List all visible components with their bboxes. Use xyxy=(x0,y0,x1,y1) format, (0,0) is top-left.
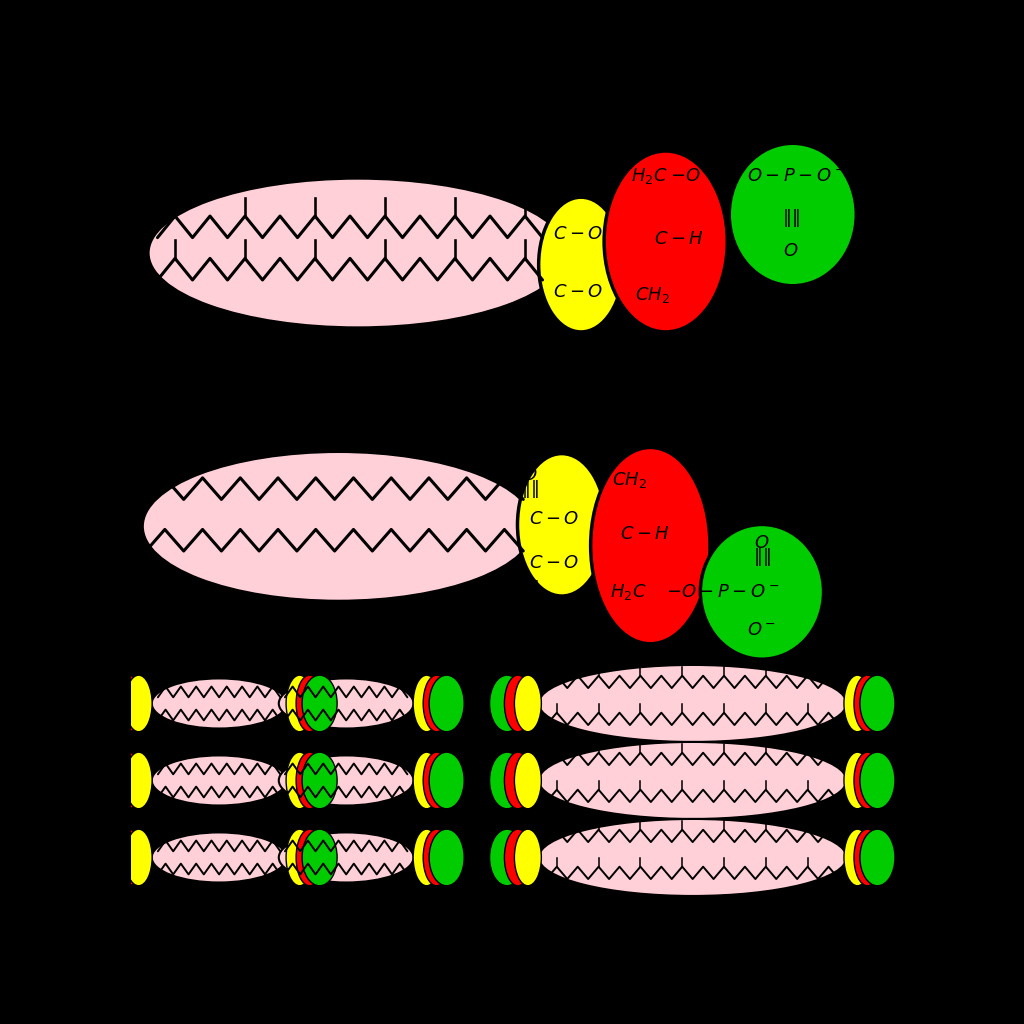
Ellipse shape xyxy=(302,675,337,732)
Ellipse shape xyxy=(125,829,153,886)
Ellipse shape xyxy=(296,829,323,886)
Text: $-O$: $-O$ xyxy=(670,167,700,185)
Ellipse shape xyxy=(429,829,464,886)
Ellipse shape xyxy=(296,753,323,809)
Ellipse shape xyxy=(147,178,567,328)
Ellipse shape xyxy=(700,524,823,659)
Text: $\|\|$: $\|\|$ xyxy=(520,478,539,501)
Ellipse shape xyxy=(152,679,287,728)
Text: $\|\|$: $\|\|$ xyxy=(753,546,771,568)
Text: $O^-$: $O^-$ xyxy=(776,128,806,146)
Ellipse shape xyxy=(539,742,847,819)
Text: $O$: $O$ xyxy=(783,242,799,260)
Ellipse shape xyxy=(413,753,440,809)
Ellipse shape xyxy=(539,665,847,742)
Text: $\|\|$: $\|\|$ xyxy=(782,207,800,229)
Ellipse shape xyxy=(125,675,153,732)
Text: $C-O$: $C-O$ xyxy=(529,554,580,571)
Ellipse shape xyxy=(844,675,871,732)
Ellipse shape xyxy=(539,198,624,332)
Ellipse shape xyxy=(286,829,313,886)
Text: $CH_2$: $CH_2$ xyxy=(611,470,647,490)
Text: $O^-$: $O^-$ xyxy=(748,622,776,639)
Ellipse shape xyxy=(115,829,142,886)
Ellipse shape xyxy=(844,829,871,886)
Ellipse shape xyxy=(505,675,531,732)
Text: $C-O$: $C-O$ xyxy=(529,510,580,527)
Ellipse shape xyxy=(142,452,535,601)
Text: $H_2C$: $H_2C$ xyxy=(631,166,668,186)
Ellipse shape xyxy=(514,753,542,809)
Text: $C-O$: $C-O$ xyxy=(553,224,603,243)
Ellipse shape xyxy=(423,675,451,732)
Ellipse shape xyxy=(302,753,337,809)
Ellipse shape xyxy=(489,753,524,809)
Ellipse shape xyxy=(152,833,287,883)
Text: $O$: $O$ xyxy=(521,594,538,612)
Ellipse shape xyxy=(286,675,313,732)
Ellipse shape xyxy=(539,819,847,896)
Text: $C-H$: $C-H$ xyxy=(620,525,670,543)
Ellipse shape xyxy=(505,753,531,809)
Ellipse shape xyxy=(100,829,135,886)
Ellipse shape xyxy=(286,753,313,809)
Ellipse shape xyxy=(729,143,856,286)
Ellipse shape xyxy=(854,675,881,732)
Ellipse shape xyxy=(429,675,464,732)
Ellipse shape xyxy=(844,753,871,809)
Ellipse shape xyxy=(100,675,135,732)
Ellipse shape xyxy=(279,833,414,883)
Text: $C-O$: $C-O$ xyxy=(553,283,603,300)
Ellipse shape xyxy=(296,675,323,732)
Text: $O-P-O^-$: $O-P-O^-$ xyxy=(746,167,845,185)
Ellipse shape xyxy=(860,829,895,886)
Ellipse shape xyxy=(279,756,414,806)
Ellipse shape xyxy=(489,675,524,732)
Ellipse shape xyxy=(604,151,727,332)
Ellipse shape xyxy=(423,829,451,886)
Ellipse shape xyxy=(413,829,440,886)
Ellipse shape xyxy=(115,675,142,732)
Ellipse shape xyxy=(854,753,881,809)
Ellipse shape xyxy=(429,753,464,809)
Text: $H_2C$: $H_2C$ xyxy=(609,582,646,602)
Text: $\|\|$: $\|\|$ xyxy=(520,579,539,600)
Ellipse shape xyxy=(591,447,710,644)
Text: $C-H$: $C-H$ xyxy=(654,230,703,248)
Ellipse shape xyxy=(100,753,135,809)
Ellipse shape xyxy=(860,753,895,809)
Ellipse shape xyxy=(302,829,337,886)
Ellipse shape xyxy=(115,753,142,809)
Ellipse shape xyxy=(125,753,153,809)
Text: $CH_2$: $CH_2$ xyxy=(635,286,670,305)
Text: $O$: $O$ xyxy=(755,535,770,552)
Ellipse shape xyxy=(514,829,542,886)
Ellipse shape xyxy=(514,675,542,732)
Ellipse shape xyxy=(413,675,440,732)
Text: $-O-P-O^-$: $-O-P-O^-$ xyxy=(666,583,779,601)
Ellipse shape xyxy=(152,756,287,806)
Ellipse shape xyxy=(279,679,414,728)
Ellipse shape xyxy=(423,753,451,809)
Ellipse shape xyxy=(854,829,881,886)
Text: $O$: $O$ xyxy=(521,466,538,483)
Ellipse shape xyxy=(517,454,606,596)
Ellipse shape xyxy=(505,829,531,886)
Ellipse shape xyxy=(489,829,524,886)
Ellipse shape xyxy=(860,675,895,732)
